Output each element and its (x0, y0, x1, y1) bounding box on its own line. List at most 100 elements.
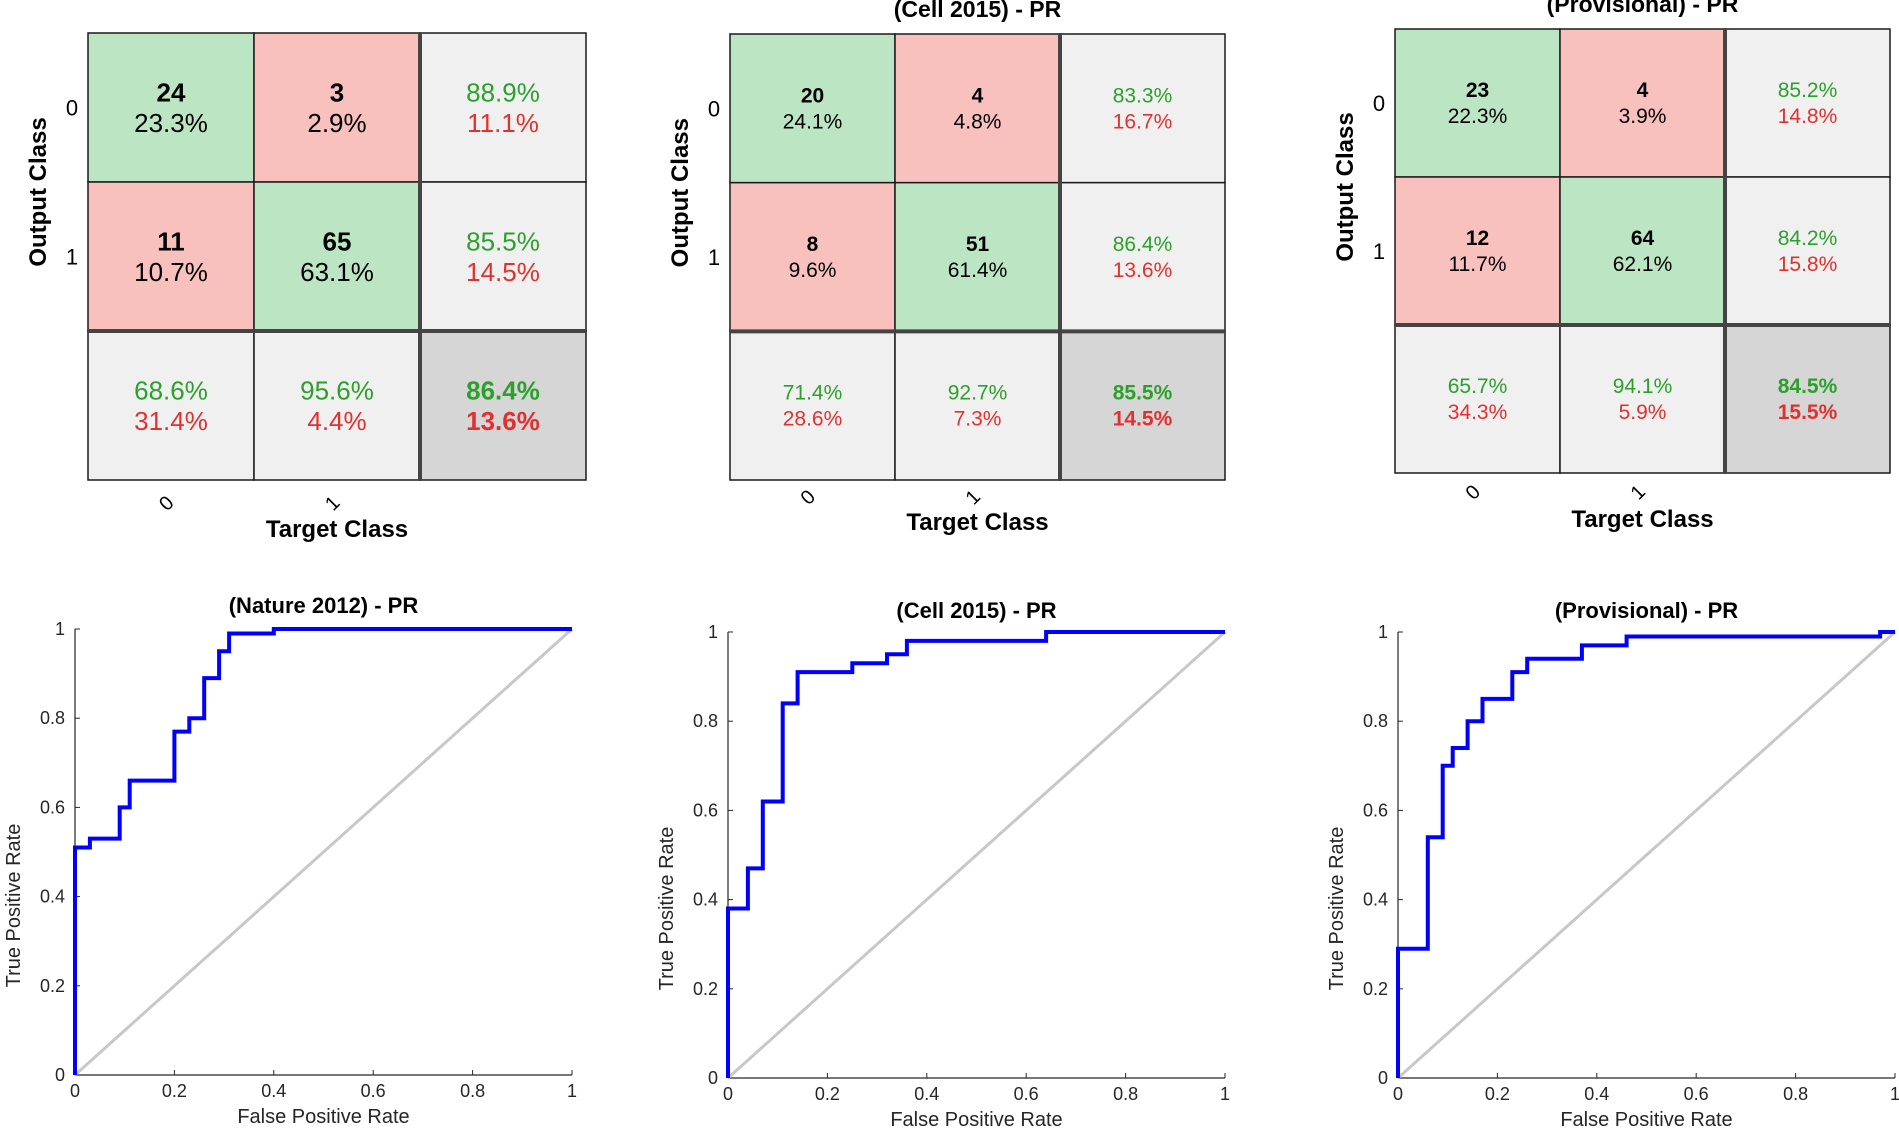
y-tick-label: 0.8 (1363, 711, 1388, 731)
cm-summary-correct: 68.6% (134, 376, 208, 406)
x-tick-label: 0.6 (1684, 1084, 1709, 1104)
y-tick-label: 0.2 (693, 979, 718, 999)
cm-cell (253, 32, 421, 183)
x-tick-label: 0.8 (1113, 1084, 1138, 1104)
x-tick-label: 1 (567, 1081, 577, 1101)
roc-plot-1: (Nature 2012) - PR 00 0.2 0.2 0.4 0.4 0.6 0.6 0.… (3, 593, 577, 1128)
cm-count: 8 (807, 233, 819, 256)
confusion-matrix-3: (Provisional) - PR 23 22.3% 4 3.9% 85.2% 14.8%… (1332, 0, 1891, 533)
cm-summary-wrong: 34.3% (1448, 401, 1508, 424)
roc-curve (726, 630, 1225, 1078)
cm-title: (Provisional) - PR (1547, 0, 1739, 17)
roc-plot-3: (Provisional) - PR 00 0.2 0.2 0.4 0.4 0.6 0.6 0.… (1326, 598, 1899, 1131)
cm-summary-correct: 84.2% (1778, 227, 1838, 250)
cm-col-label: 0 (1462, 481, 1485, 504)
cm-summary-wrong: 13.6% (466, 406, 540, 436)
cm-percent: 9.6% (789, 259, 837, 282)
cm-summary-wrong: 16.7% (1113, 110, 1173, 133)
cm-summary-wrong: 7.3% (954, 408, 1002, 431)
cm-percent: 24.1% (783, 110, 843, 133)
cm-percent: 22.3% (1448, 105, 1508, 128)
cm-summary-wrong: 14.5% (1113, 408, 1173, 431)
cm-row-label: 0 (1373, 91, 1385, 116)
cm-summary-wrong: 15.8% (1778, 253, 1838, 276)
cm-summary-correct: 94.1% (1613, 375, 1673, 398)
cm-percent: 23.3% (134, 108, 208, 138)
y-tick-label: 0 (708, 1068, 718, 1088)
cm-row-label: 1 (1373, 239, 1385, 264)
x-tick-label: 0.4 (261, 1081, 286, 1101)
cm-row-label: 0 (708, 96, 720, 121)
cm-percent: 11.7% (1449, 253, 1507, 276)
x-tick-label: 0.8 (1783, 1084, 1808, 1104)
cm-cell (1559, 176, 1726, 326)
roc-curve (73, 627, 572, 1075)
roc-title: (Provisional) - PR (1555, 598, 1738, 623)
cm-cell (419, 32, 587, 183)
cm-cell (1394, 176, 1561, 326)
roc-title: (Nature 2012) - PR (229, 593, 419, 618)
cm-row-label: 1 (708, 245, 720, 270)
cm-summary-correct: 86.4% (466, 376, 540, 406)
cm-cell (1059, 33, 1226, 184)
cm-summary-correct: 65.7% (1448, 375, 1508, 398)
cm-count: 4 (972, 84, 984, 107)
cm-summary-wrong: 31.4% (134, 406, 208, 436)
cm-summary-correct: 92.7% (948, 382, 1008, 405)
diagonal-reference-line (726, 630, 1227, 1080)
cm-cell (87, 181, 255, 332)
y-tick-label: 0.4 (1363, 890, 1388, 910)
cm-title: (Cell 2015) - PR (894, 0, 1062, 22)
y-tick-label: 0 (55, 1065, 65, 1085)
roc-ylabel: True Positive Rate (1326, 827, 1348, 991)
diagonal-reference-line (1396, 630, 1897, 1080)
confusion-matrix-2: (Cell 2015) - PR 20 24.1% 4 4.8% 83.3% 16.7% 8 9… (667, 0, 1226, 536)
cm-count: 4 (1637, 79, 1649, 102)
cm-summary-wrong: 14.5% (466, 257, 540, 287)
y-tick-label: 0.2 (40, 976, 65, 996)
cm-cell (729, 330, 896, 481)
x-tick-label: 0.2 (162, 1081, 187, 1101)
cm-percent: 63.1% (300, 257, 374, 287)
cm-col-label: 1 (962, 486, 985, 509)
x-tick-label: 1 (1890, 1084, 1899, 1104)
cm-percent: 10.7% (134, 257, 208, 287)
cm-summary-wrong: 5.9% (1619, 401, 1667, 424)
cm-cell (894, 181, 1061, 333)
cm-count: 3 (330, 78, 344, 108)
cm-summary-correct: 84.5% (1778, 375, 1838, 398)
cm-count: 12 (1466, 227, 1489, 250)
cm-summary-correct: 83.3% (1113, 84, 1173, 107)
roc-xlabel: False Positive Rate (237, 1106, 409, 1128)
cm-row-label: 0 (66, 96, 78, 121)
cm-summary-wrong: 11.1% (467, 108, 539, 138)
x-tick-label: 0.4 (914, 1084, 939, 1104)
cm-cell (87, 32, 255, 183)
cm-summary-wrong: 14.8% (1778, 105, 1838, 128)
x-tick-label: 0.6 (361, 1081, 386, 1101)
cm-summary-correct: 85.5% (466, 227, 540, 257)
cm-cell (1059, 330, 1226, 481)
cm-count: 11 (157, 227, 185, 257)
x-tick-label: 0.8 (460, 1081, 485, 1101)
y-tick-label: 0.2 (1363, 979, 1388, 999)
cm-cell (1059, 181, 1226, 333)
y-tick-label: 0.4 (693, 890, 718, 910)
cm-count: 20 (801, 84, 824, 107)
y-tick-label: 1 (708, 622, 718, 642)
cm-xlabel: Target Class (906, 509, 1048, 536)
y-tick-label: 0.6 (693, 800, 718, 820)
cm-cell (1559, 324, 1726, 474)
cm-ylabel: Output Class (667, 118, 694, 267)
x-tick-label: 0.6 (1014, 1084, 1039, 1104)
y-tick-label: 0.6 (1363, 800, 1388, 820)
cm-cell (1724, 28, 1891, 178)
x-tick-label: 0 (70, 1081, 80, 1101)
y-tick-label: 0 (1378, 1068, 1388, 1088)
cm-cell (894, 33, 1061, 184)
cm-xlabel: Target Class (1571, 506, 1713, 533)
y-tick-label: 0.6 (40, 797, 65, 817)
cm-col-label: 1 (1627, 481, 1650, 504)
cm-summary-wrong: 15.5% (1778, 401, 1838, 424)
